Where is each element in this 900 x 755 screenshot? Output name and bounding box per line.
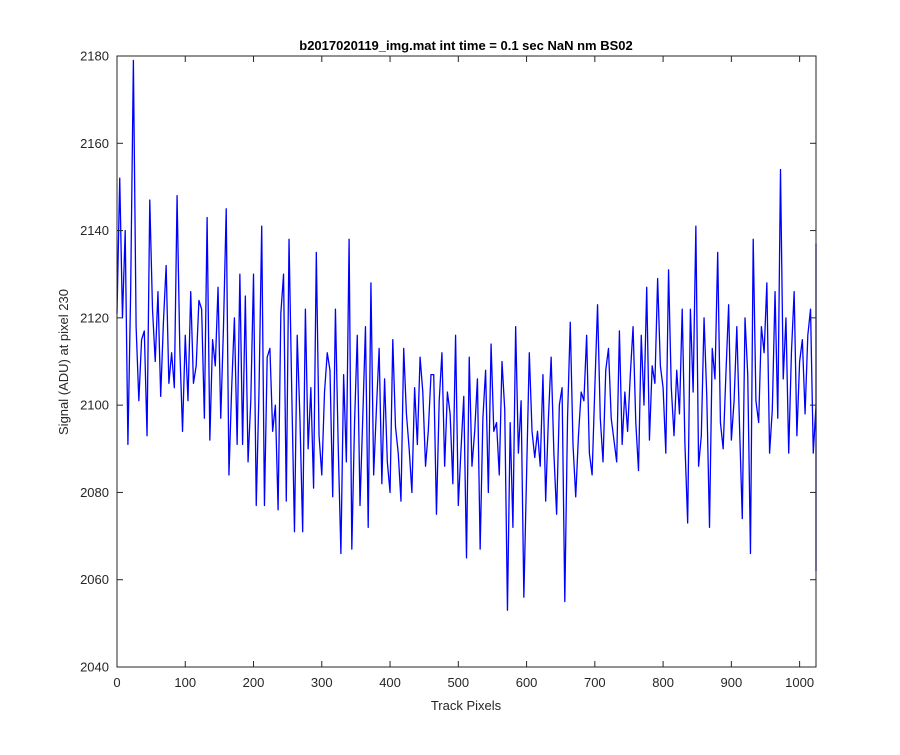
y-tick-label: 2040 — [80, 660, 109, 675]
y-tick-label: 2120 — [80, 310, 109, 325]
x-tick-label: 600 — [516, 675, 538, 690]
chart-title: b2017020119_img.mat int time = 0.1 sec N… — [299, 38, 632, 53]
y-tick-label: 2180 — [80, 49, 109, 64]
x-axis-label: Track Pixels — [431, 698, 502, 713]
plot-frame — [116, 55, 817, 668]
plot-area — [117, 56, 816, 667]
y-tick-label: 2160 — [80, 136, 109, 151]
x-tick-label: 900 — [721, 675, 743, 690]
x-tick-label: 400 — [379, 675, 401, 690]
x-tick-label: 700 — [584, 675, 606, 690]
y-tick-label: 2080 — [80, 485, 109, 500]
x-tick-label: 500 — [447, 675, 469, 690]
x-tick-label: 300 — [311, 675, 333, 690]
x-tick-label: 800 — [652, 675, 674, 690]
x-tick-label: 200 — [243, 675, 265, 690]
y-tick-label: 2100 — [80, 398, 109, 413]
y-tick-label: 2060 — [80, 572, 109, 587]
x-tick-label: 0 — [113, 675, 120, 690]
x-tick-label: 100 — [174, 675, 196, 690]
y-tick-label: 2140 — [80, 223, 109, 238]
y-axis-label: Signal (ADU) at pixel 230 — [56, 289, 71, 435]
x-tick-label: 1000 — [785, 675, 814, 690]
